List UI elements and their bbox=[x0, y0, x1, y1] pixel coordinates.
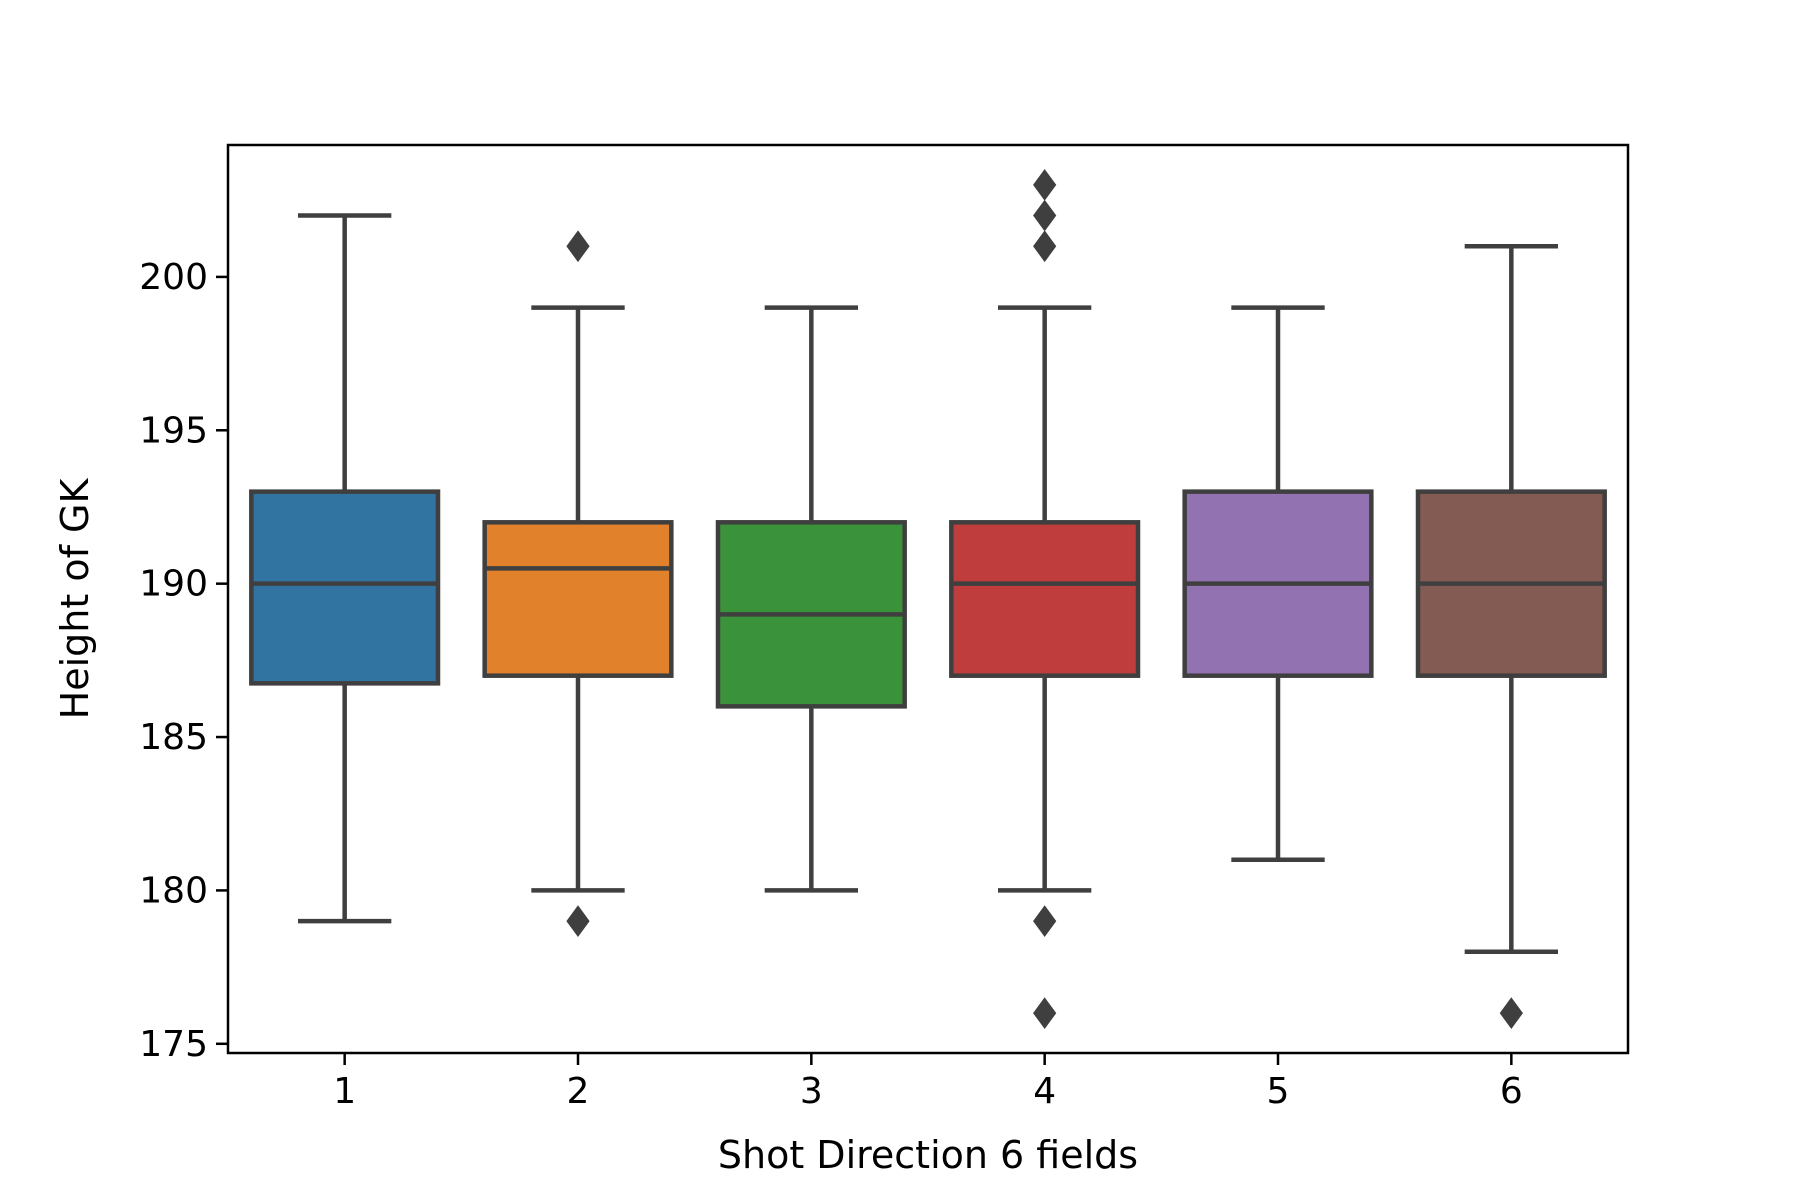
box-iqr bbox=[249, 489, 441, 686]
box-group-1 bbox=[249, 213, 441, 924]
y-tick-label: 180 bbox=[139, 870, 208, 911]
box-iqr bbox=[482, 520, 674, 678]
box-group-2 bbox=[482, 230, 674, 937]
outlier-point bbox=[1033, 230, 1057, 263]
x-axis-label: Shot Direction 6 fields bbox=[718, 1133, 1138, 1177]
x-tick-label: 6 bbox=[1500, 1071, 1523, 1112]
axes: 175 180 185 190 195 200 1 2 3 4 5 6 bbox=[139, 257, 1523, 1112]
outlier-point bbox=[1033, 997, 1057, 1029]
y-tick-label: 190 bbox=[139, 564, 208, 605]
y-axis-label: Height of GK bbox=[53, 478, 97, 720]
outlier-point bbox=[566, 230, 590, 263]
x-tick-label: 2 bbox=[567, 1071, 590, 1112]
box-group-5 bbox=[1182, 305, 1374, 862]
x-tick-label: 4 bbox=[1033, 1071, 1056, 1112]
box-group-3 bbox=[715, 305, 907, 893]
box-group-4 bbox=[949, 169, 1141, 1029]
outlier-point bbox=[1499, 997, 1523, 1029]
outlier-point bbox=[1033, 199, 1057, 232]
outlier-point bbox=[1033, 169, 1057, 201]
outlier-point bbox=[1033, 905, 1057, 937]
y-tick-label: 200 bbox=[139, 257, 208, 298]
plot-marks bbox=[249, 169, 1607, 1029]
box-group-6 bbox=[1415, 243, 1607, 1029]
y-tick-label: 175 bbox=[139, 1024, 208, 1065]
x-tick-label: 1 bbox=[333, 1071, 356, 1112]
y-tick-label: 185 bbox=[139, 717, 208, 758]
y-tick-label: 195 bbox=[139, 410, 208, 451]
x-tick-label: 5 bbox=[1267, 1071, 1290, 1112]
box-iqr bbox=[949, 520, 1141, 678]
x-tick-label: 3 bbox=[800, 1071, 823, 1112]
outlier-point bbox=[566, 905, 590, 937]
plot-area-frame bbox=[226, 143, 1630, 1055]
